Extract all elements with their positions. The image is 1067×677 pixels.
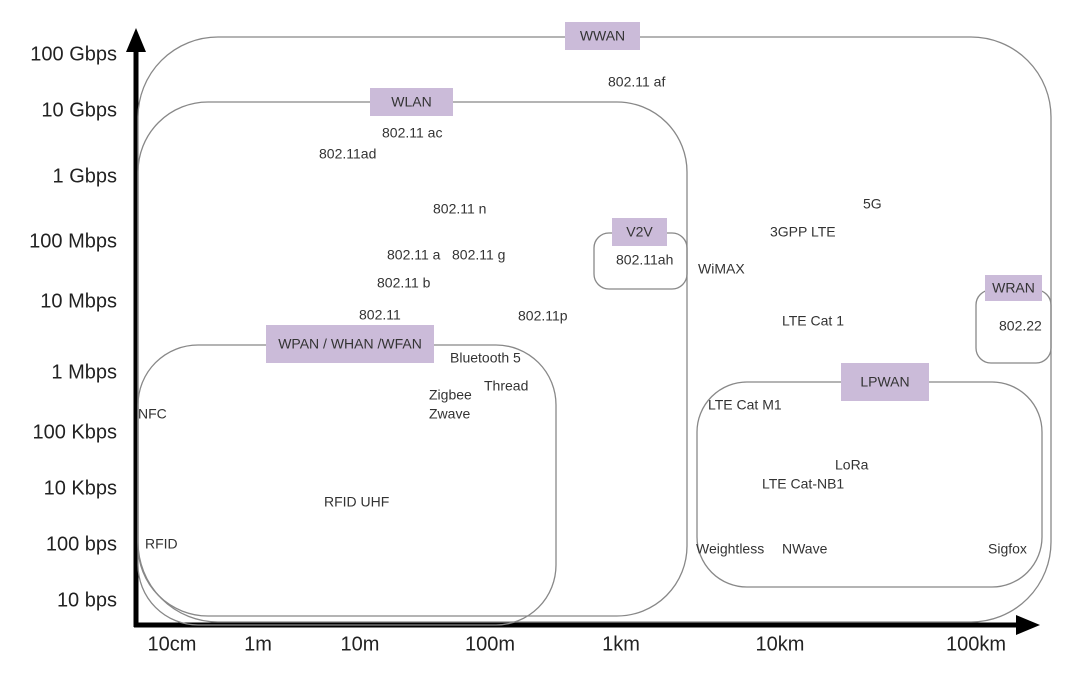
group-label: LPWAN <box>860 374 909 390</box>
y-arrow <box>126 28 146 52</box>
technology: 802.11 a <box>387 247 441 263</box>
technology: 802.11 g <box>452 247 505 263</box>
technology: Sigfox <box>988 541 1027 557</box>
group-label: WLAN <box>391 94 431 110</box>
technology: Bluetooth 5 <box>450 350 521 366</box>
y-label: 100 Gbps <box>30 43 117 65</box>
y-label: 10 Gbps <box>41 99 117 121</box>
technology: 802.22 <box>999 318 1042 334</box>
technology: LoRa <box>835 457 869 473</box>
group-label: WWAN <box>580 28 625 44</box>
technology: RFID <box>145 536 178 552</box>
technology: 802.11ad <box>319 146 376 162</box>
y-label: 100 Kbps <box>32 421 117 443</box>
group-label-bg <box>841 363 929 401</box>
technology: 802.11 n <box>433 201 486 217</box>
technology: Zigbee <box>429 387 472 403</box>
technology: WiMAX <box>698 261 745 277</box>
group-label-bg <box>370 88 453 116</box>
group-label-bg <box>985 275 1042 301</box>
technology: 802.11 af <box>608 74 665 90</box>
technology: LTE Cat M1 <box>708 397 782 413</box>
x-label: 10cm <box>148 633 197 655</box>
technology: Weightless <box>696 541 764 557</box>
technology: LTE Cat-NB1 <box>762 476 844 492</box>
group-label: WPAN / WHAN /WFAN <box>278 336 422 352</box>
group-label-bg <box>266 325 434 363</box>
technology: NFC <box>138 406 167 422</box>
technology: LTE Cat 1 <box>782 313 844 329</box>
group-label: V2V <box>626 224 653 240</box>
technology: Thread <box>484 378 528 394</box>
technology: NWave <box>782 541 828 557</box>
x-label: 1m <box>244 633 272 655</box>
group-label-bg <box>565 22 640 50</box>
technology: RFID UHF <box>324 494 389 510</box>
x-label: 100m <box>465 633 515 655</box>
y-label: 1 Gbps <box>53 165 117 187</box>
technology: 802.11 ac <box>382 125 442 141</box>
technology: 802.11 <box>359 307 401 323</box>
y-label: 10 bps <box>57 589 117 611</box>
y-label: 10 Kbps <box>44 477 117 499</box>
x-arrow <box>1016 615 1040 635</box>
technology: 3GPP LTE <box>770 224 836 240</box>
technology: Zwave <box>429 406 470 422</box>
technology: 802.11 b <box>377 275 431 291</box>
technology: 5G <box>863 196 882 212</box>
technology: 802.11ah <box>616 252 673 268</box>
technology: 802.11p <box>518 308 568 324</box>
x-label: 10km <box>756 633 805 655</box>
group-label-bg <box>612 218 667 246</box>
y-label: 10 Mbps <box>40 290 117 312</box>
x-label: 1km <box>602 633 640 655</box>
y-label: 100 Mbps <box>29 230 117 252</box>
y-label: 100 bps <box>46 533 117 555</box>
group-label: WRAN <box>992 280 1035 296</box>
x-label: 10m <box>341 633 380 655</box>
x-label: 100km <box>946 633 1006 655</box>
y-label: 1 Mbps <box>51 361 117 383</box>
